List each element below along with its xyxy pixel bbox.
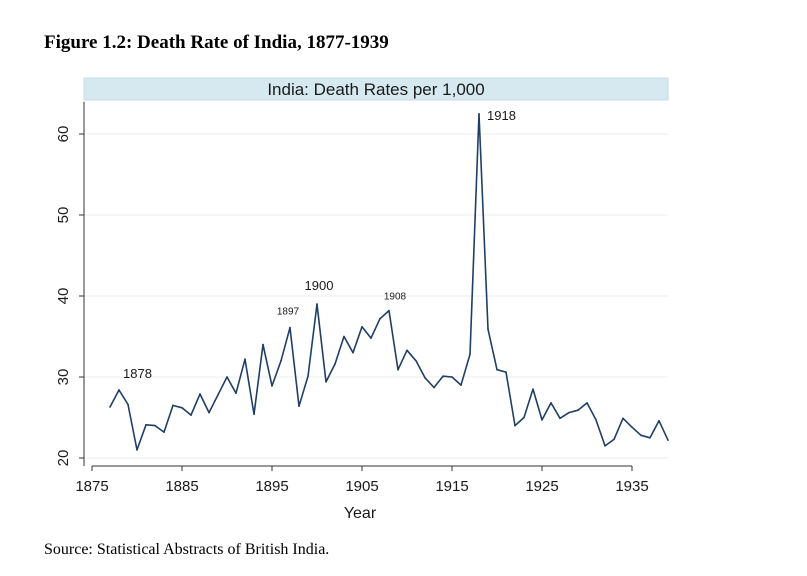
data-point (460, 384, 462, 386)
data-point (433, 386, 435, 389)
data-point (658, 419, 660, 422)
data-point (262, 343, 264, 346)
annotations: 1878 1897 1900 1908 1918 (123, 108, 516, 381)
y-tick-label: 60 (55, 126, 72, 143)
x-tick-label: 1925 (525, 478, 558, 495)
data-point (451, 376, 453, 378)
data-point (307, 375, 309, 377)
data-point (379, 317, 381, 320)
data-point (577, 409, 579, 412)
death-rate-line (109, 113, 669, 451)
x-tick-label: 1905 (345, 478, 378, 495)
x-tick-label: 1935 (615, 478, 648, 495)
figure-title: Figure 1.2: Death Rate of India, 1877-19… (44, 32, 389, 53)
x-tick-label: 1915 (435, 478, 468, 495)
y-tick-label: 50 (55, 207, 72, 224)
data-point (136, 449, 138, 451)
data-point (280, 360, 282, 362)
x-axis-label: Year (344, 505, 377, 522)
axes: 20 30 40 50 60 1875 1885 1895 1905 1915 1925 1935 (55, 101, 649, 495)
series-line (109, 112, 669, 451)
y-tick-label: 30 (55, 369, 72, 386)
source-note: Source: Statistical Abstracts of British… (44, 541, 330, 558)
data-point (235, 392, 237, 395)
data-point (532, 388, 534, 390)
data-point (541, 419, 543, 421)
data-point (406, 349, 408, 352)
data-point (649, 436, 651, 439)
annotation-label: 1918 (487, 108, 516, 123)
x-tick-label: 1895 (255, 478, 288, 495)
data-point (397, 368, 399, 371)
data-point (595, 419, 597, 421)
data-point (190, 414, 192, 416)
data-point (343, 335, 345, 338)
data-point (622, 417, 624, 420)
data-point (370, 337, 372, 339)
data-point (199, 393, 201, 395)
data-point (289, 326, 291, 329)
data-point (109, 406, 111, 408)
annotation-label: 1908 (384, 292, 407, 303)
y-tick-label: 40 (55, 288, 72, 305)
data-point (253, 413, 255, 416)
annotation-label: 1878 (123, 366, 152, 381)
data-point (154, 424, 156, 427)
annotation-label: 1900 (305, 278, 334, 293)
data-point (496, 368, 498, 371)
gridlines (84, 133, 668, 459)
data-point (145, 423, 147, 426)
data-point (325, 381, 327, 383)
data-point (181, 406, 183, 409)
data-point (586, 402, 588, 404)
x-tick-label: 1885 (165, 478, 198, 495)
data-point (514, 424, 516, 427)
data-point (550, 402, 552, 404)
data-point (226, 376, 228, 378)
data-point (316, 303, 318, 305)
data-point (604, 445, 606, 447)
data-point (631, 426, 633, 429)
data-point (271, 385, 273, 387)
annotation-label: 1897 (277, 307, 300, 318)
data-point (487, 328, 489, 331)
data-point (118, 389, 120, 391)
data-point (298, 405, 300, 407)
data-point (334, 363, 336, 365)
data-point (469, 353, 471, 356)
data-point (127, 403, 129, 406)
data-point (667, 439, 669, 441)
data-point (217, 394, 219, 396)
data-point (424, 377, 426, 379)
y-tick-label: 20 (55, 450, 72, 467)
chart-title-band (83, 77, 669, 101)
data-point (415, 360, 417, 362)
data-point (208, 411, 210, 414)
data-point (505, 371, 507, 373)
data-point (388, 309, 390, 312)
data-point (352, 351, 354, 354)
data-point (559, 417, 561, 420)
data-point (244, 358, 246, 360)
data-point (523, 416, 525, 419)
chart-title: India: Death Rates per 1,000 (267, 80, 484, 99)
data-point (613, 438, 615, 441)
data-point (163, 431, 165, 433)
data-point (361, 325, 363, 328)
data-point (442, 375, 444, 377)
data-point (172, 404, 174, 407)
x-tick-label: 1875 (75, 478, 108, 495)
data-point (640, 434, 642, 437)
data-point (568, 411, 570, 414)
data-point (478, 112, 480, 115)
